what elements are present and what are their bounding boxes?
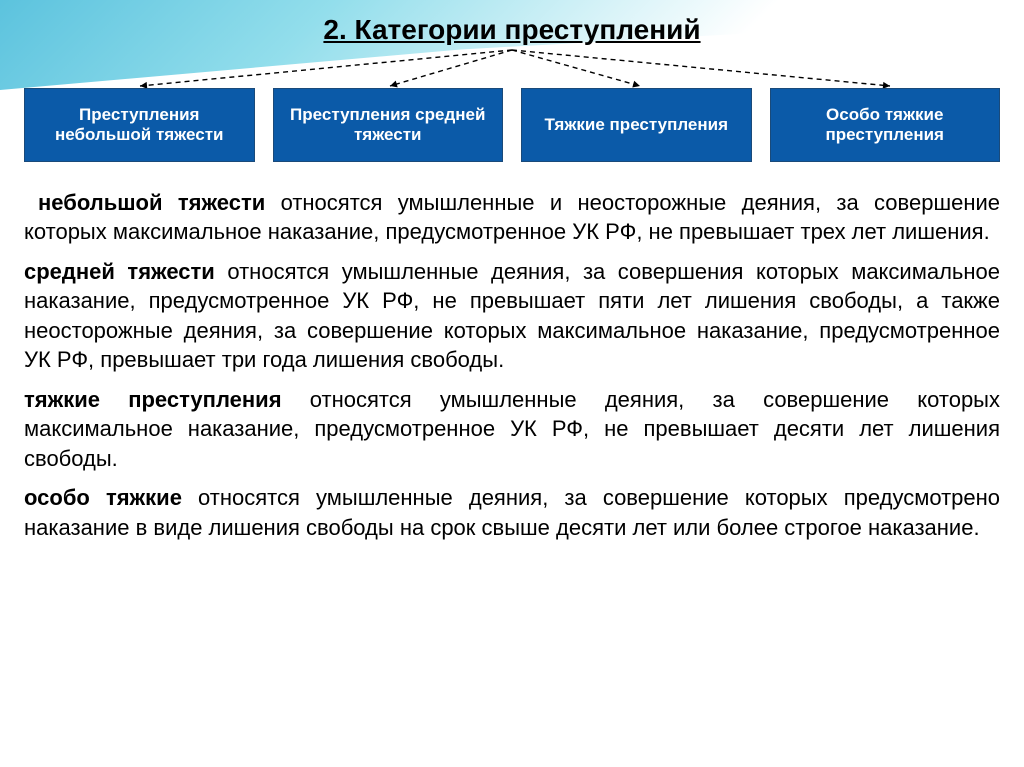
paragraph-medium: средней тяжести относятся умышленные дея… [24, 257, 1000, 375]
category-box-grave: Особо тяжкие преступления [770, 88, 1001, 162]
lead-serious: тяжкие преступления [24, 387, 282, 412]
category-box-medium: Преступления средней тяжести [273, 88, 504, 162]
lead-minor: небольшой тяжести [38, 190, 265, 215]
arrows-svg [0, 46, 1024, 88]
box-label: Тяжкие преступления [544, 115, 728, 135]
page-title: 2. Категории преступлений [0, 0, 1024, 46]
arrow-connectors [0, 46, 1024, 88]
category-box-minor: Преступления небольшой тяжести [24, 88, 255, 162]
category-boxes: Преступления небольшой тяжести Преступле… [0, 88, 1024, 162]
box-label: Преступления средней тяжести [280, 105, 497, 145]
category-box-serious: Тяжкие преступления [521, 88, 752, 162]
paragraph-grave: особо тяжкие относятся умышленные деяния… [24, 483, 1000, 542]
paragraph-serious: тяжкие преступления относятся умышленные… [24, 385, 1000, 473]
box-label: Особо тяжкие преступления [777, 105, 994, 145]
lead-grave: особо тяжкие [24, 485, 182, 510]
body-text: небольшой тяжести относятся умышленные и… [0, 162, 1024, 542]
paragraph-minor: небольшой тяжести относятся умышленные и… [24, 188, 1000, 247]
lead-medium: средней тяжести [24, 259, 215, 284]
box-label: Преступления небольшой тяжести [31, 105, 248, 145]
